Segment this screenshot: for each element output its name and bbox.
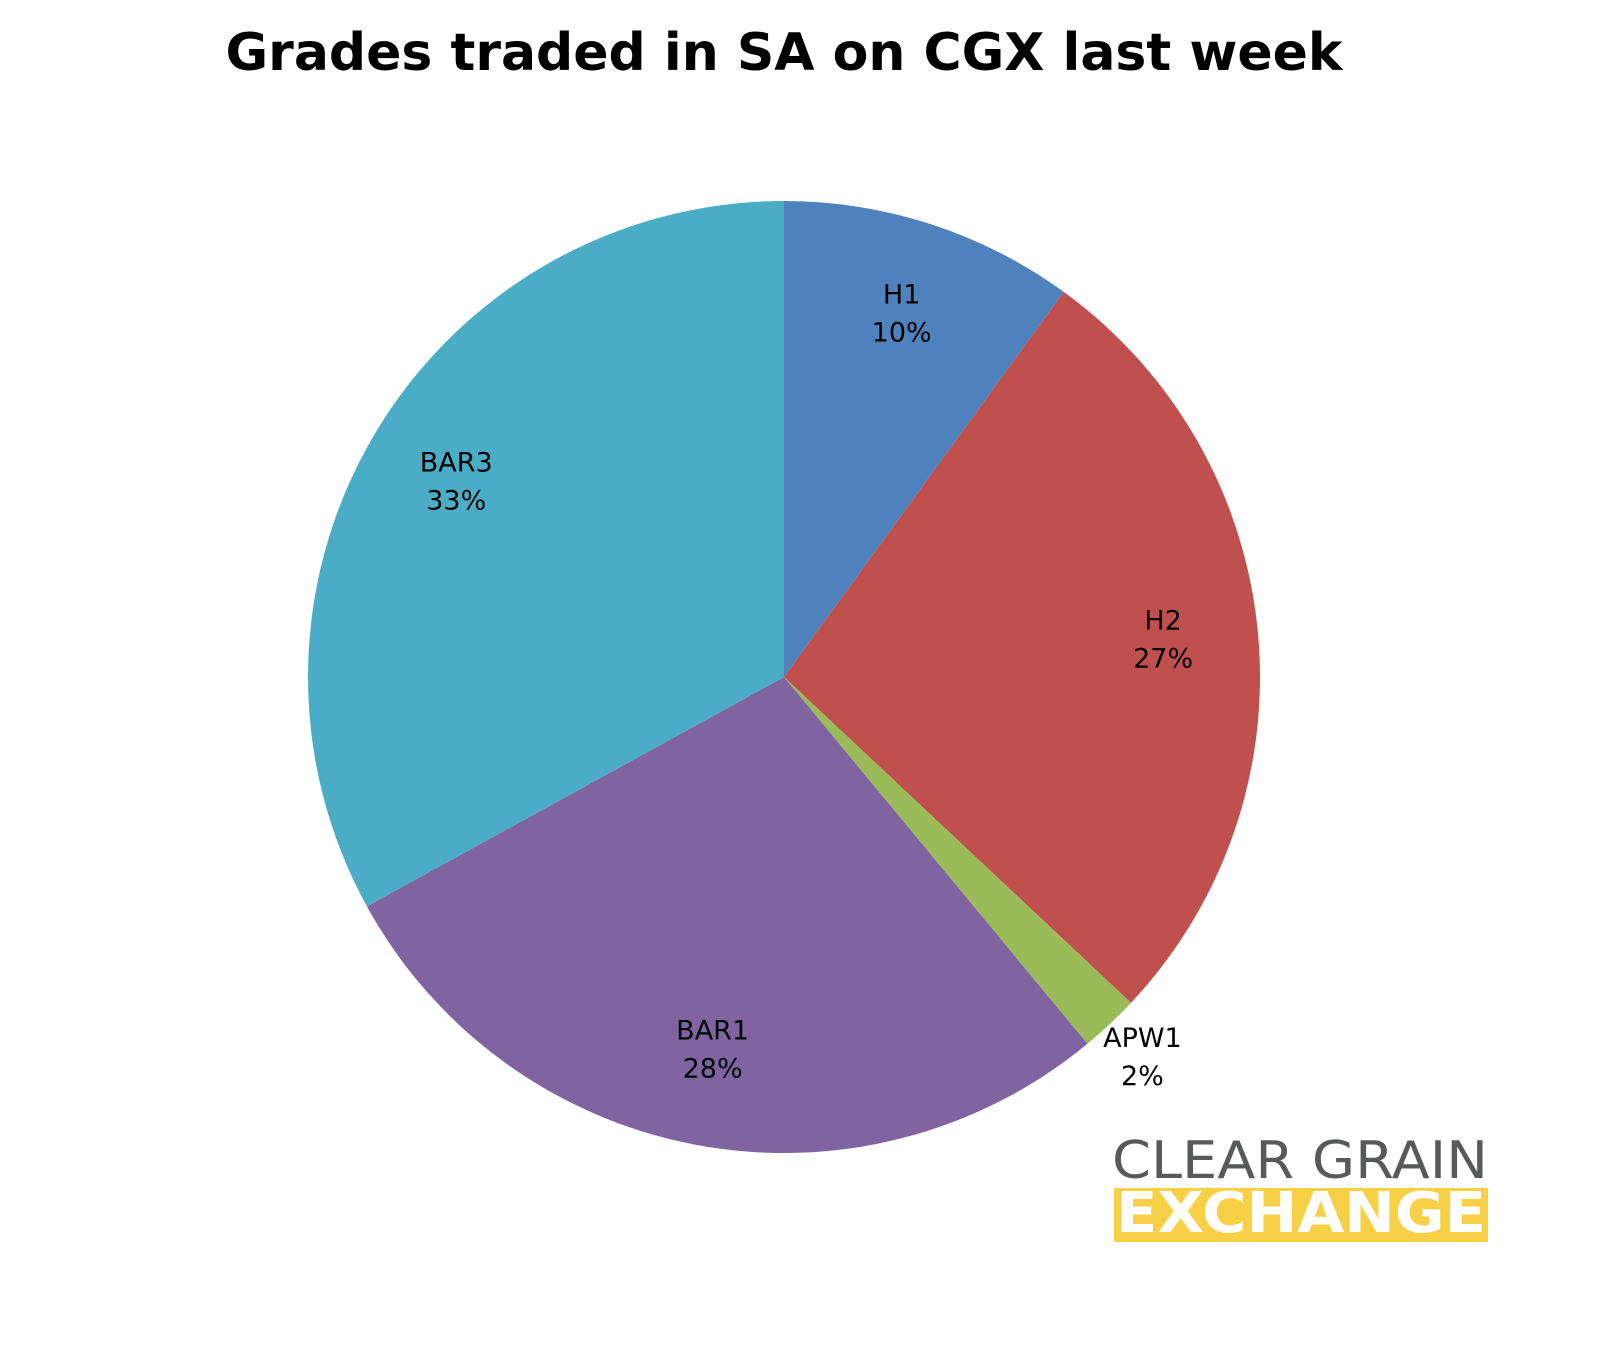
pie-slice <box>784 291 1260 1003</box>
slice-category: APW1 <box>1103 1023 1182 1054</box>
pie-slice <box>366 677 1088 1153</box>
slice-value-label: 27% <box>1133 644 1193 675</box>
slice-value-label: 2% <box>1121 1061 1164 1092</box>
slice-value-label: 28% <box>683 1054 743 1085</box>
slice-value-label: 33% <box>426 486 486 517</box>
slice-category: BAR3 <box>420 448 493 479</box>
slice-value-label: 10% <box>872 317 932 348</box>
pie-slice <box>784 201 1064 677</box>
slice-category: H2 <box>1144 606 1181 637</box>
logo-band <box>1114 1188 1488 1242</box>
slice-category: H1 <box>883 279 920 310</box>
pie-slice <box>307 201 784 907</box>
logo-line2: EXCHANGE <box>1116 1181 1486 1246</box>
chart-title: Grades traded in SA on CGX last week <box>226 23 1344 83</box>
logo-line1: CLEAR GRAIN <box>1112 1131 1488 1191</box>
pie-slice <box>784 677 1131 1044</box>
slice-category: BAR1 <box>676 1016 749 1047</box>
